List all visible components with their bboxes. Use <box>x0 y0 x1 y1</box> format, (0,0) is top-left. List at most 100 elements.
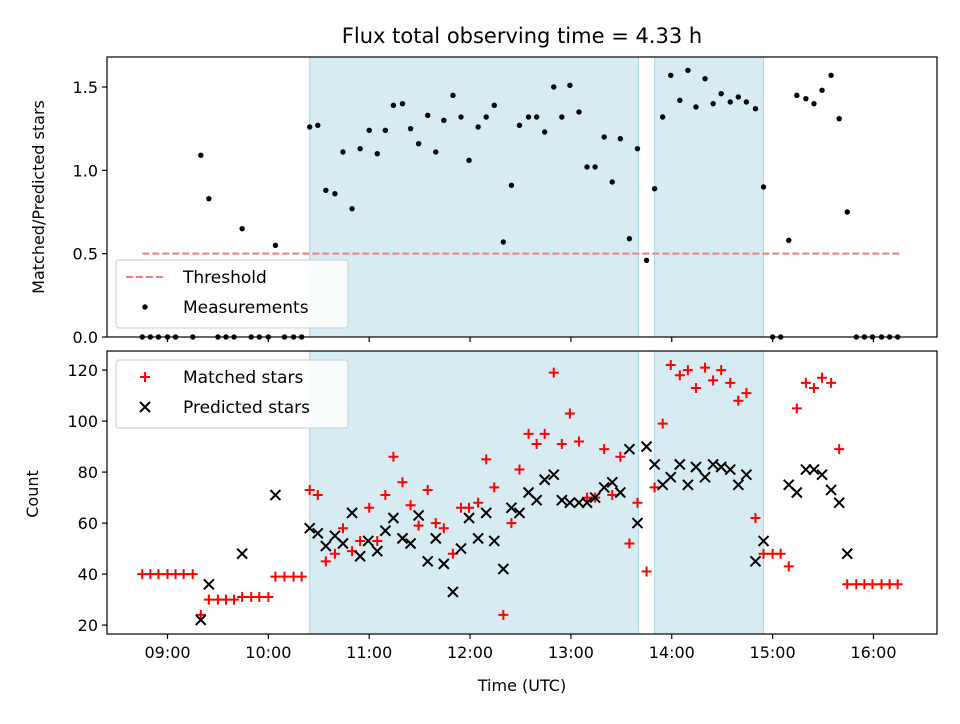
y-tick-label: 0.0 <box>73 328 98 347</box>
predicted-star-point <box>648 458 661 471</box>
measurement-point <box>399 100 406 107</box>
matched-star-point <box>690 382 701 393</box>
matched-star-point <box>700 362 711 373</box>
matched-star-point <box>708 375 719 386</box>
measurement-point <box>516 122 523 129</box>
measurement-point <box>693 104 699 110</box>
chart-title: Flux total observing time = 4.33 h <box>342 24 702 48</box>
predicted-star-point <box>808 463 820 476</box>
predicted-star-point <box>195 614 207 626</box>
matched-star-point <box>506 518 517 529</box>
x-tick-label: 14:00 <box>649 643 695 662</box>
measurement-point <box>551 84 557 90</box>
measurement-point <box>601 134 607 140</box>
measurement-point <box>450 92 456 99</box>
measurement-point <box>710 100 716 107</box>
measurement-point <box>617 135 624 142</box>
measurement-point <box>340 149 346 155</box>
measurement-point <box>811 100 817 107</box>
matched-star-point <box>758 548 769 559</box>
predicted-star-point <box>757 535 770 547</box>
predicted-star-point <box>833 496 845 509</box>
matched-star-point <box>641 566 652 577</box>
matched-star-point <box>564 408 575 419</box>
measurement-point <box>626 235 633 242</box>
matched-star-point <box>481 454 492 465</box>
measurement-point <box>374 150 380 157</box>
predicted-star-point <box>304 522 316 534</box>
y-tick-label: 1.5 <box>73 78 98 97</box>
measurement-point <box>559 114 565 120</box>
measurement-point <box>415 140 422 147</box>
legend: Threshold Measurements <box>115 259 349 329</box>
matched-star-point <box>304 484 315 495</box>
matched-star-point <box>329 548 340 559</box>
measurement-point <box>198 152 204 159</box>
matched-star-point <box>523 428 534 439</box>
predicted-star-point <box>346 507 358 519</box>
measurement-point <box>357 145 363 152</box>
measurement-point <box>727 99 733 105</box>
x-tick-label: 11:00 <box>346 643 392 662</box>
y-tick-label: 120 <box>67 361 98 380</box>
x-tick-label: 12:00 <box>447 643 493 662</box>
series-matched-stars <box>137 360 903 620</box>
matched-star-point <box>741 388 752 399</box>
y-tick-label: 0.5 <box>73 245 98 264</box>
x-tick-label: 16:00 <box>850 643 896 662</box>
predicted-star-point <box>472 532 484 545</box>
matched-star-point <box>791 403 802 414</box>
x-tick-label: 10:00 <box>245 643 291 662</box>
predicted-star-point <box>203 578 215 590</box>
legend-label: Threshold <box>182 268 267 288</box>
observing-window-2 <box>654 350 765 635</box>
matched-star-point <box>430 518 441 529</box>
measurement-point <box>844 209 850 215</box>
measurement-point <box>525 114 532 120</box>
matched-star-point <box>607 490 618 501</box>
predicted-star-point <box>548 468 560 481</box>
predicted-star-point <box>682 479 694 491</box>
measurement-point <box>483 114 489 120</box>
measurement-point <box>206 195 212 202</box>
legend-predicted-swatch <box>139 401 151 413</box>
measurement-point <box>239 225 245 232</box>
legend-matched-swatch <box>140 372 150 382</box>
predicted-star-point <box>724 463 736 476</box>
matched-star-point <box>473 497 484 508</box>
matched-star-point <box>380 490 391 501</box>
matched-star-point <box>270 571 281 582</box>
matched-star-point <box>195 609 206 620</box>
measurement-point <box>407 125 414 132</box>
measurement-point <box>584 164 590 170</box>
matched-star-point <box>716 365 727 376</box>
measurement-point <box>390 102 397 109</box>
predicted-star-point <box>707 458 719 471</box>
matched-star-point <box>674 370 685 381</box>
measurement-point <box>567 82 573 89</box>
matched-star-point <box>312 490 323 501</box>
measurement-point <box>475 124 481 130</box>
predicted-star-point <box>581 496 593 509</box>
matched-star-point <box>464 502 475 513</box>
measurement-point <box>458 114 464 120</box>
predicted-star-point <box>312 527 324 540</box>
measurement-point <box>643 257 650 264</box>
predicted-star-point <box>236 547 248 560</box>
matched-star-point <box>296 571 307 582</box>
x-tick-label: 13:00 <box>548 643 594 662</box>
legend: Matched stars Predicted stars <box>115 359 349 429</box>
measurement-point <box>702 75 708 82</box>
predicted-star-point <box>379 525 392 537</box>
measurement-point <box>743 99 750 105</box>
matched-star-point <box>599 444 610 455</box>
matched-star-point <box>892 579 903 590</box>
measurement-point <box>760 184 767 190</box>
axes-frame <box>106 350 938 635</box>
predicted-star-point <box>614 486 627 499</box>
series-predicted-stars <box>195 440 853 626</box>
measurement-point <box>803 95 809 102</box>
matched-star-point <box>438 523 449 534</box>
predicted-star-point <box>396 532 409 545</box>
matched-star-point <box>320 556 331 567</box>
